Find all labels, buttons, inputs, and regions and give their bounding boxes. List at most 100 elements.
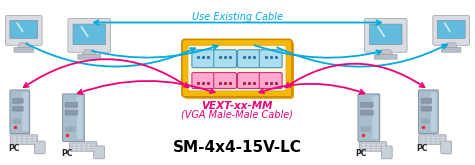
FancyBboxPatch shape bbox=[441, 141, 452, 154]
FancyBboxPatch shape bbox=[377, 144, 380, 146]
FancyBboxPatch shape bbox=[431, 137, 435, 139]
FancyBboxPatch shape bbox=[18, 142, 21, 144]
Text: PC: PC bbox=[417, 144, 428, 153]
FancyBboxPatch shape bbox=[28, 139, 31, 141]
Polygon shape bbox=[18, 43, 30, 48]
FancyBboxPatch shape bbox=[372, 146, 375, 148]
FancyBboxPatch shape bbox=[6, 16, 42, 45]
FancyBboxPatch shape bbox=[82, 144, 86, 146]
FancyBboxPatch shape bbox=[259, 73, 282, 88]
FancyBboxPatch shape bbox=[362, 149, 366, 151]
FancyBboxPatch shape bbox=[65, 126, 76, 132]
FancyBboxPatch shape bbox=[14, 47, 34, 52]
FancyBboxPatch shape bbox=[431, 139, 435, 141]
FancyBboxPatch shape bbox=[63, 94, 84, 142]
FancyBboxPatch shape bbox=[34, 141, 45, 154]
FancyBboxPatch shape bbox=[10, 20, 38, 39]
FancyBboxPatch shape bbox=[441, 139, 445, 141]
FancyBboxPatch shape bbox=[23, 139, 27, 141]
FancyBboxPatch shape bbox=[421, 142, 425, 144]
FancyBboxPatch shape bbox=[372, 96, 378, 139]
FancyBboxPatch shape bbox=[13, 137, 17, 139]
FancyBboxPatch shape bbox=[72, 146, 76, 148]
FancyBboxPatch shape bbox=[259, 50, 282, 68]
FancyBboxPatch shape bbox=[418, 135, 446, 144]
FancyBboxPatch shape bbox=[182, 39, 292, 97]
FancyBboxPatch shape bbox=[421, 118, 429, 124]
FancyBboxPatch shape bbox=[65, 102, 77, 107]
FancyBboxPatch shape bbox=[82, 146, 86, 148]
FancyBboxPatch shape bbox=[87, 146, 91, 148]
Polygon shape bbox=[445, 43, 457, 48]
FancyBboxPatch shape bbox=[192, 73, 215, 88]
FancyBboxPatch shape bbox=[23, 142, 27, 144]
FancyBboxPatch shape bbox=[431, 92, 437, 131]
FancyBboxPatch shape bbox=[382, 149, 385, 151]
FancyBboxPatch shape bbox=[184, 41, 294, 99]
FancyBboxPatch shape bbox=[361, 126, 371, 132]
FancyBboxPatch shape bbox=[426, 142, 430, 144]
FancyBboxPatch shape bbox=[436, 137, 440, 139]
FancyBboxPatch shape bbox=[441, 47, 461, 52]
FancyBboxPatch shape bbox=[426, 139, 430, 141]
FancyBboxPatch shape bbox=[13, 106, 23, 111]
FancyBboxPatch shape bbox=[192, 50, 215, 68]
Text: PC: PC bbox=[8, 144, 19, 153]
FancyBboxPatch shape bbox=[13, 139, 17, 141]
FancyBboxPatch shape bbox=[436, 142, 440, 144]
FancyBboxPatch shape bbox=[433, 16, 469, 45]
FancyBboxPatch shape bbox=[82, 149, 86, 151]
FancyBboxPatch shape bbox=[374, 54, 397, 59]
FancyBboxPatch shape bbox=[421, 139, 425, 141]
FancyBboxPatch shape bbox=[359, 142, 387, 151]
FancyBboxPatch shape bbox=[418, 90, 438, 133]
FancyBboxPatch shape bbox=[87, 149, 91, 151]
Text: (VGA Male-Male Cable): (VGA Male-Male Cable) bbox=[181, 110, 293, 120]
FancyBboxPatch shape bbox=[367, 149, 370, 151]
FancyBboxPatch shape bbox=[358, 94, 380, 142]
FancyBboxPatch shape bbox=[23, 137, 27, 139]
FancyBboxPatch shape bbox=[13, 142, 17, 144]
FancyBboxPatch shape bbox=[426, 137, 430, 139]
FancyBboxPatch shape bbox=[370, 24, 402, 45]
FancyBboxPatch shape bbox=[421, 99, 432, 103]
FancyBboxPatch shape bbox=[77, 96, 83, 139]
FancyBboxPatch shape bbox=[13, 118, 21, 124]
FancyBboxPatch shape bbox=[421, 106, 432, 111]
FancyBboxPatch shape bbox=[33, 137, 36, 139]
FancyBboxPatch shape bbox=[77, 146, 81, 148]
FancyBboxPatch shape bbox=[33, 139, 36, 141]
Text: PC: PC bbox=[355, 149, 366, 158]
FancyBboxPatch shape bbox=[92, 144, 96, 146]
FancyBboxPatch shape bbox=[10, 135, 38, 144]
FancyBboxPatch shape bbox=[78, 54, 101, 59]
FancyBboxPatch shape bbox=[441, 142, 445, 144]
FancyBboxPatch shape bbox=[431, 142, 435, 144]
FancyBboxPatch shape bbox=[77, 144, 81, 146]
FancyBboxPatch shape bbox=[238, 73, 260, 88]
FancyBboxPatch shape bbox=[13, 99, 23, 103]
Polygon shape bbox=[82, 50, 96, 55]
FancyBboxPatch shape bbox=[238, 50, 260, 68]
FancyBboxPatch shape bbox=[381, 146, 392, 159]
FancyBboxPatch shape bbox=[437, 20, 465, 39]
FancyBboxPatch shape bbox=[377, 149, 380, 151]
FancyBboxPatch shape bbox=[77, 149, 81, 151]
FancyBboxPatch shape bbox=[441, 137, 445, 139]
FancyBboxPatch shape bbox=[22, 92, 28, 131]
FancyBboxPatch shape bbox=[92, 146, 96, 148]
FancyBboxPatch shape bbox=[94, 146, 104, 159]
FancyBboxPatch shape bbox=[68, 18, 111, 52]
FancyBboxPatch shape bbox=[436, 139, 440, 141]
FancyBboxPatch shape bbox=[28, 142, 31, 144]
Text: VEXT-xx-MM: VEXT-xx-MM bbox=[201, 101, 273, 111]
FancyBboxPatch shape bbox=[214, 73, 237, 88]
FancyBboxPatch shape bbox=[372, 149, 375, 151]
FancyBboxPatch shape bbox=[72, 144, 76, 146]
FancyBboxPatch shape bbox=[65, 110, 77, 115]
FancyBboxPatch shape bbox=[10, 90, 30, 133]
FancyBboxPatch shape bbox=[362, 144, 366, 146]
FancyBboxPatch shape bbox=[364, 18, 407, 52]
FancyBboxPatch shape bbox=[367, 144, 370, 146]
FancyBboxPatch shape bbox=[361, 102, 373, 107]
